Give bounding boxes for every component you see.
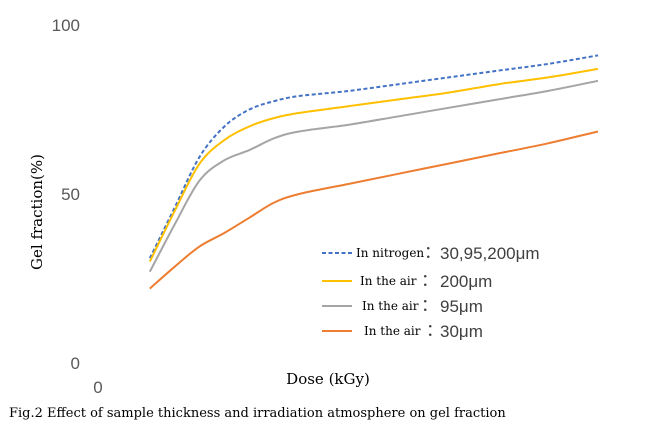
x-axis-title: Dose (kGy): [286, 370, 370, 388]
y-axis-title: Gel fraction(%): [28, 154, 46, 270]
series-line: [148, 54, 599, 259]
y-axis-ticks: 100 50 0: [52, 16, 80, 373]
legend-series-name: In the air: [362, 299, 419, 313]
series-lines: [148, 54, 599, 290]
legend-condition: 200μm: [440, 272, 492, 291]
series-line: [148, 67, 599, 263]
legend-separator: ：: [424, 243, 441, 262]
y-tick-label: 100: [52, 16, 80, 35]
x-tick-label: 0: [93, 378, 102, 397]
y-tick-label: 0: [71, 354, 80, 373]
legend-condition: 30,95,200μm: [440, 244, 540, 263]
legend-condition: 30μm: [440, 322, 483, 341]
series-line: [149, 130, 599, 290]
y-tick-label: 50: [61, 185, 80, 204]
series-line: [148, 79, 599, 273]
legend-condition: 95μm: [440, 297, 483, 316]
legend-series-name: In nitrogen: [356, 246, 424, 260]
legend-separator: ：: [421, 296, 438, 315]
figure-caption: Fig.2 Effect of sample thickness and irr…: [9, 406, 506, 421]
legend-separator: ：: [426, 321, 443, 340]
legend-series-name: In the air: [360, 274, 417, 288]
legend-series-name: In the air: [364, 324, 421, 338]
legend-separator: ：: [421, 271, 438, 290]
